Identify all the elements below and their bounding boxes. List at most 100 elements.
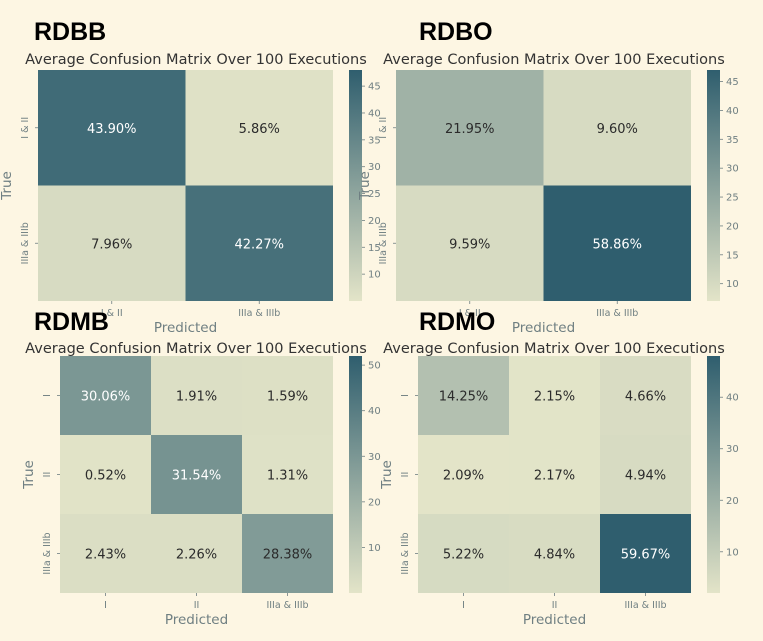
y-axis-label-rdmo: True: [379, 460, 395, 490]
cell-label-rdmb-r0-c1: 1.91%: [176, 390, 217, 405]
cell-label-rdmb-r1-c2: 1.31%: [267, 469, 308, 484]
colorbar-tick-label-rdbb-0: 10: [368, 270, 381, 281]
cell-rdmb-r0-c2: [242, 356, 333, 435]
colorbar-tick-label-rdmo-2: 30: [726, 444, 739, 455]
x-tick-label-rdmo-0: I: [462, 600, 465, 611]
panel-label-rdbo: RDBO: [419, 18, 493, 46]
y-tick-label-rdmo-1: II: [400, 472, 411, 478]
colorbar-tick-label-rdbb-1: 15: [368, 243, 381, 254]
cell-label-rdbo-r0-c1: 9.60%: [597, 122, 638, 137]
cell-label-rdmb-r0-c2: 1.59%: [267, 390, 308, 405]
cell-rdmb-r2-c1: [151, 514, 242, 593]
cell-label-rdmb-r1-c0: 0.52%: [85, 469, 126, 484]
cell-rdmo-r2-c1: [509, 514, 600, 593]
panel-label-rdmo: RDMO: [419, 308, 495, 336]
y-tick-label-rdmb-0: I: [42, 394, 53, 397]
x-axis-label-rdbo: Predicted: [512, 320, 575, 336]
cell-label-rdmo-r2-c0: 5.22%: [443, 548, 484, 563]
colorbar-tick-label-rdbo-0: 10: [726, 279, 739, 290]
y-axis-label-rdbb: True: [0, 171, 15, 201]
y-tick-label-rdmb-1: II: [42, 472, 53, 478]
cell-label-rdbo-r1-c0: 9.59%: [449, 237, 490, 252]
x-tick-label-rdbb-0: I & II: [101, 308, 123, 319]
x-tick-label-rdmb-2: IIIa & IIIb: [266, 600, 308, 611]
colorbar-tick-label-rdbo-3: 25: [726, 193, 739, 204]
x-axis-label-rdmo: Predicted: [523, 612, 586, 628]
panel-rdmb: RDMB Average Confusion Matrix Over 100 Ex…: [21, 308, 381, 628]
chart-title-rdbo: Average Confusion Matrix Over 100 Execut…: [383, 52, 725, 68]
colorbar-tick-label-rdbb-2: 20: [368, 216, 381, 227]
y-axis-label-rdmb: True: [21, 460, 37, 490]
cell-label-rdmb-r2-c2: 28.38%: [263, 548, 313, 563]
chart-title-rdmb: Average Confusion Matrix Over 100 Execut…: [25, 341, 367, 357]
cell-rdmo-r0-c1: [509, 356, 600, 435]
cell-rdmb-r0-c0: [60, 356, 151, 435]
cell-label-rdmb-r1-c1: 31.54%: [172, 469, 222, 484]
colorbar-tick-label-rdbo-5: 35: [726, 135, 739, 146]
colorbar-tick-label-rdbo-6: 40: [726, 106, 739, 117]
cell-label-rdmo-r0-c1: 2.15%: [534, 390, 575, 405]
colorbar-tick-label-rdbo-7: 45: [726, 77, 739, 88]
y-tick-label-rdbb-1: IIIa & IIIb: [20, 222, 31, 264]
colorbar-tick-label-rdbb-6: 40: [368, 108, 381, 119]
cell-label-rdmo-r2-c1: 4.84%: [534, 548, 575, 563]
cell-label-rdmo-r1-c0: 2.09%: [443, 469, 484, 484]
x-tick-label-rdmo-1: II: [552, 600, 558, 611]
x-tick-label-rdbo-0: I & II: [459, 308, 481, 319]
colorbar-tick-label-rdmo-3: 40: [726, 393, 739, 404]
x-tick-label-rdmb-0: I: [104, 600, 107, 611]
cell-label-rdbb-r0-c1: 5.86%: [239, 122, 280, 137]
cell-rdmb-r1-c0: [60, 435, 151, 514]
colorbar-tick-label-rdbo-1: 15: [726, 250, 739, 261]
cell-label-rdbb-r1-c0: 7.96%: [91, 237, 132, 252]
x-axis-label-rdmb: Predicted: [165, 612, 228, 628]
cell-label-rdbb-r0-c0: 43.90%: [87, 122, 137, 137]
cell-rdmb-r0-c1: [151, 356, 242, 435]
colorbar-tick-label-rdmb-3: 40: [368, 406, 381, 417]
y-tick-label-rdmb-2: IIIa & IIIb: [42, 532, 53, 574]
chart-title-rdmo: Average Confusion Matrix Over 100 Execut…: [383, 341, 725, 357]
cell-rdbb-r1-c0: [38, 185, 186, 301]
x-tick-label-rdmo-2: IIIa & IIIb: [624, 600, 666, 611]
cell-rdbo-r1-c1: [543, 185, 691, 301]
x-tick-label-rdmb-1: II: [194, 600, 200, 611]
colorbar-tick-label-rdmb-1: 20: [368, 497, 381, 508]
panel-rdmo: RDMO Average Confusion Matrix Over 100 Ex…: [379, 308, 739, 628]
cell-rdmb-r1-c2: [242, 435, 333, 514]
y-tick-label-rdbo-0: I & II: [378, 117, 389, 139]
cell-rdbo-r0-c1: [543, 70, 691, 186]
colorbar-tick-label-rdbb-7: 45: [368, 82, 381, 93]
cell-rdbb-r0-c1: [185, 70, 333, 186]
panel-label-rdmb: RDMB: [34, 308, 109, 336]
x-tick-label-rdbb-1: IIIa & IIIb: [238, 308, 280, 319]
cell-rdbb-r1-c1: [185, 185, 333, 301]
cell-label-rdbo-r0-c0: 21.95%: [445, 122, 495, 137]
y-axis-label-rdbo: True: [357, 171, 373, 201]
cell-rdmo-r2-c0: [418, 514, 509, 593]
colorbar-tick-label-rdmb-0: 10: [368, 543, 381, 554]
cell-label-rdmo-r1-c1: 2.17%: [534, 469, 575, 484]
colorbar-tick-label-rdmo-0: 10: [726, 547, 739, 558]
colorbar-rdmo: [707, 356, 720, 593]
cell-rdmb-r1-c1: [151, 435, 242, 514]
chart-title-rdbb: Average Confusion Matrix Over 100 Execut…: [25, 52, 367, 68]
cell-label-rdmo-r2-c2: 59.67%: [621, 548, 671, 563]
colorbar-tick-label-rdbb-3: 25: [368, 189, 381, 200]
colorbar-rdbb: [349, 70, 362, 301]
colorbar-tick-label-rdbb-5: 35: [368, 135, 381, 146]
colorbar-rdmb: [349, 356, 362, 593]
cell-label-rdbo-r1-c1: 58.86%: [592, 237, 642, 252]
cell-label-rdmo-r0-c2: 4.66%: [625, 390, 666, 405]
x-axis-label-rdbb: Predicted: [154, 320, 217, 336]
colorbar-tick-label-rdbo-4: 30: [726, 164, 739, 175]
cell-label-rdmb-r0-c0: 30.06%: [81, 390, 131, 405]
cell-rdbo-r0-c0: [396, 70, 544, 186]
cell-rdmo-r2-c2: [600, 514, 691, 593]
cell-rdbb-r0-c0: [38, 70, 186, 186]
panel-rdbo: RDBO Average Confusion Matrix Over 100 Ex…: [357, 18, 739, 336]
colorbar-tick-label-rdmb-2: 30: [368, 452, 381, 463]
cell-label-rdmo-r1-c2: 4.94%: [625, 469, 666, 484]
colorbar-tick-label-rdmo-1: 20: [726, 496, 739, 507]
